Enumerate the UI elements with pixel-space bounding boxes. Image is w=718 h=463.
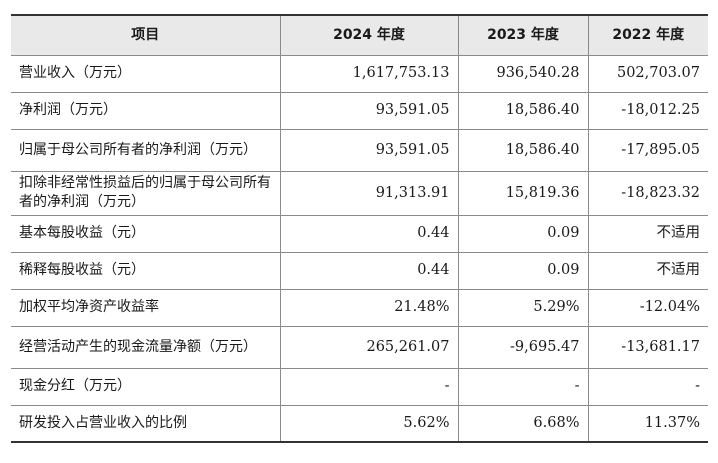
value-2022: -17,895.05 [587, 128, 708, 172]
value-2024: - [279, 367, 459, 406]
row-label: 营业收入（万元） [11, 54, 281, 93]
value-2024: 1,617,753.13 [279, 54, 459, 93]
table-row: 经营活动产生的现金流量净额（万元） 265,261.07 -9,695.47 -… [11, 325, 708, 369]
table-row: 基本每股收益（元） 0.44 0.09 不适用 [11, 214, 708, 253]
value-2024: 0.44 [279, 214, 459, 253]
table-row: 净利润（万元） 93,591.05 18,586.40 -18,012.25 [11, 91, 708, 130]
value-2022: 11.37% [587, 404, 708, 443]
table-row: 现金分红（万元） - - - [11, 367, 708, 406]
row-label: 经营活动产生的现金流量净额（万元） [11, 325, 281, 369]
value-2023: -9,695.47 [457, 325, 589, 369]
row-label: 基本每股收益（元） [11, 214, 281, 253]
table-header: 项目 2024 年度 2023 年度 2022 年度 [11, 14, 708, 56]
row-label: 研发投入占营业收入的比例 [11, 404, 281, 443]
header-2023: 2023 年度 [457, 14, 589, 56]
value-2024: 91,313.91 [279, 170, 459, 216]
header-row: 项目 2024 年度 2023 年度 2022 年度 [11, 14, 708, 56]
row-label: 加权平均净资产收益率 [11, 288, 281, 327]
value-2022: -18,823.32 [587, 170, 708, 216]
header-2024: 2024 年度 [279, 14, 459, 56]
value-2024: 0.44 [279, 251, 459, 290]
value-2023: 18,586.40 [457, 128, 589, 172]
value-2023: 6.68% [457, 404, 589, 443]
table-row: 扣除非经常性损益后的归属于母公司所有者的净利润（万元） 91,313.91 15… [11, 170, 708, 216]
value-2022: -12.04% [587, 288, 708, 327]
value-2022: - [587, 367, 708, 406]
table-row: 稀释每股收益（元） 0.44 0.09 不适用 [11, 251, 708, 290]
table-row: 研发投入占营业收入的比例 5.62% 6.68% 11.37% [11, 404, 708, 443]
value-2022: -18,012.25 [587, 91, 708, 130]
header-2022: 2022 年度 [587, 14, 708, 56]
value-2022: 不适用 [587, 214, 708, 253]
table-row: 营业收入（万元） 1,617,753.13 936,540.28 502,703… [11, 54, 708, 93]
row-label: 归属于母公司所有者的净利润（万元） [11, 128, 281, 172]
row-label: 扣除非经常性损益后的归属于母公司所有者的净利润（万元） [11, 170, 281, 216]
financial-table-container: 项目 2024 年度 2023 年度 2022 年度 营业收入（万元） 1,61… [11, 14, 708, 443]
row-label: 稀释每股收益（元） [11, 251, 281, 290]
value-2023: 18,586.40 [457, 91, 589, 130]
value-2024: 265,261.07 [279, 325, 459, 369]
value-2023: 0.09 [457, 214, 589, 253]
table-row: 归属于母公司所有者的净利润（万元） 93,591.05 18,586.40 -1… [11, 128, 708, 172]
table-body: 营业收入（万元） 1,617,753.13 936,540.28 502,703… [11, 54, 708, 443]
value-2023: - [457, 367, 589, 406]
row-label: 现金分红（万元） [11, 367, 281, 406]
value-2023: 5.29% [457, 288, 589, 327]
value-2022: -13,681.17 [587, 325, 708, 369]
value-2022: 不适用 [587, 251, 708, 290]
value-2022: 502,703.07 [587, 54, 708, 93]
value-2023: 0.09 [457, 251, 589, 290]
row-label: 净利润（万元） [11, 91, 281, 130]
value-2024: 5.62% [279, 404, 459, 443]
table-row: 加权平均净资产收益率 21.48% 5.29% -12.04% [11, 288, 708, 327]
header-item: 项目 [11, 14, 281, 56]
value-2023: 15,819.36 [457, 170, 589, 216]
value-2023: 936,540.28 [457, 54, 589, 93]
value-2024: 93,591.05 [279, 128, 459, 172]
value-2024: 21.48% [279, 288, 459, 327]
value-2024: 93,591.05 [279, 91, 459, 130]
financial-summary-table: 项目 2024 年度 2023 年度 2022 年度 营业收入（万元） 1,61… [11, 14, 708, 443]
